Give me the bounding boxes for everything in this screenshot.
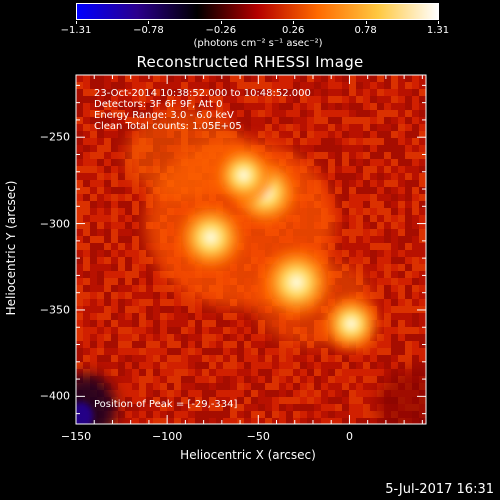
colorbar-tick-label: 0.78 (354, 25, 377, 36)
heatmap-image (76, 75, 426, 424)
colorbar-tick (148, 21, 150, 24)
energy-range-annotation: Energy Range: 3.0 - 6.0 keV (94, 110, 234, 121)
plot-title: Reconstructed RHESSI Image (136, 53, 364, 71)
colorbar-tick-label: −0.26 (205, 25, 237, 36)
source-blob (254, 240, 339, 324)
colorbar-tick (220, 21, 222, 24)
footer-date: 5-Jul-2017 16:31 (385, 482, 494, 497)
axis-tick-label: −250 (39, 130, 70, 144)
source-blob (317, 290, 385, 358)
axis-tick-label: −50 (246, 430, 270, 443)
detectors-annotation: Detectors: 3F 6F 9F, Att 0 (94, 99, 223, 110)
axis-tick-label: −350 (39, 303, 70, 317)
colorbar-tick (365, 21, 367, 24)
colorbar-tick (76, 21, 77, 24)
colorbar-tick-label: −0.78 (133, 25, 164, 36)
colorbar-tick (293, 21, 295, 24)
peak-position-annotation: Position of Peak = [-29,-334] (94, 399, 238, 410)
source-blob (171, 198, 251, 277)
axis-tick-label: −300 (39, 217, 70, 231)
colorbar-tick (438, 21, 439, 24)
axis-tick-label: −400 (39, 389, 70, 403)
time-range-annotation: 23-Oct-2014 10:38:52.000 to 10:48:52.000 (94, 88, 311, 99)
colorbar-tick-label: 0.26 (282, 25, 305, 36)
source-blob (209, 141, 278, 210)
x-axis-label: Heliocentric X (arcsec) (180, 448, 316, 462)
axis-tick-label: 0 (345, 430, 353, 443)
y-axis-label: Heliocentric Y (arcsec) (4, 180, 18, 316)
colorbar-unit-label: (photons cm⁻² s⁻¹ asec⁻²) (193, 38, 323, 49)
axis-tick-label: −100 (152, 430, 183, 443)
axis-tick-label: −150 (60, 430, 92, 443)
colorbar-tick-label: 1.31 (426, 25, 450, 36)
colorbar-tick-label: −1.31 (60, 25, 92, 36)
colorbar (76, 3, 439, 20)
clean-counts-annotation: Clean Total counts: 1.05E+05 (94, 121, 242, 132)
